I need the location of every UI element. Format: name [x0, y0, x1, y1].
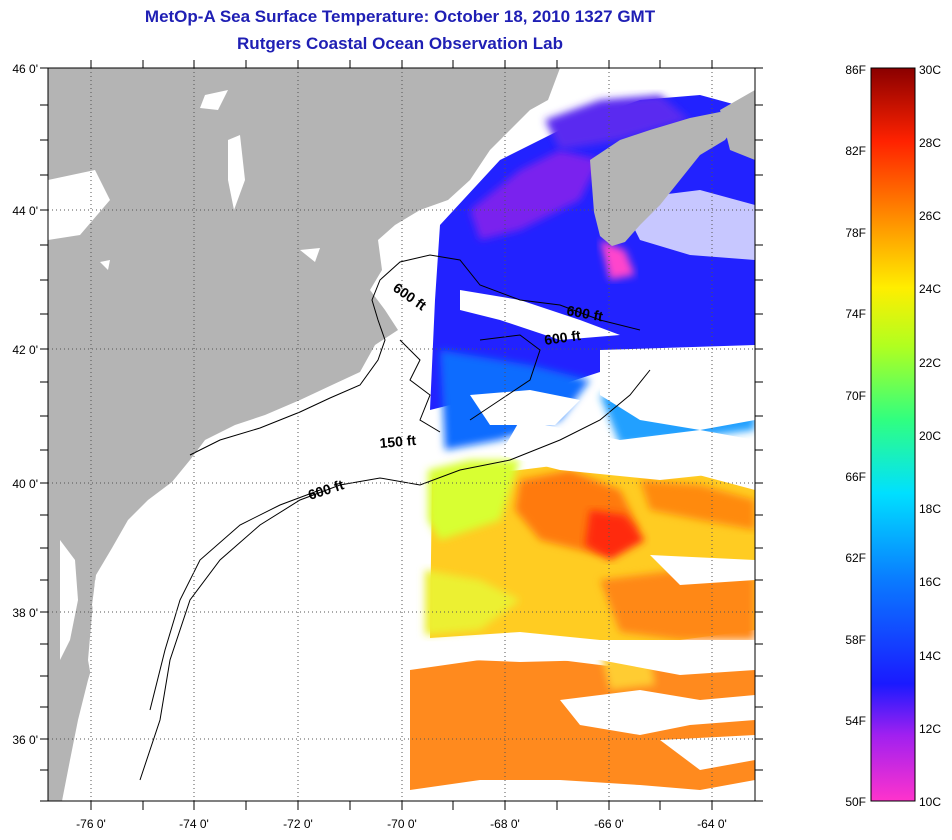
colorbar-label-c: 30C: [919, 63, 941, 77]
colorbar-label-f: 50F: [845, 795, 866, 809]
lon-label: -66 0': [594, 817, 624, 831]
lat-label: 44 0': [12, 204, 38, 218]
map-title: MetOp-A Sea Surface Temperature: October…: [144, 7, 656, 26]
contour-label: 600 ft: [543, 327, 582, 348]
lat-label: 42 0': [12, 343, 38, 357]
colorbar-label-c: 14C: [919, 649, 941, 663]
colorbar-label-f: 82F: [845, 144, 866, 158]
lat-label: 38 0': [12, 606, 38, 620]
colorbar-label-f: 58F: [845, 633, 866, 647]
axis-ticks: [40, 60, 763, 810]
colorbar-label-f: 74F: [845, 307, 866, 321]
land-mass: [48, 68, 755, 801]
colorbar-label-f: 86F: [845, 63, 866, 77]
colorbar-label-f: 54F: [845, 714, 866, 728]
lon-label: -64 0': [697, 817, 727, 831]
lon-label: -76 0': [76, 817, 106, 831]
lon-label: -70 0': [387, 817, 417, 831]
colorbar-label-c: 16C: [919, 575, 941, 589]
colorbar-label-c: 24C: [919, 282, 941, 296]
lon-label: -72 0': [283, 817, 313, 831]
contour-label: 600 ft: [565, 302, 604, 324]
lon-label: -74 0': [179, 817, 209, 831]
lakes: [48, 90, 320, 270]
map-subtitle: Rutgers Coastal Ocean Observation Lab: [237, 34, 563, 53]
bays: [60, 540, 110, 700]
colorbar-label-f: 66F: [845, 470, 866, 484]
colorbar-label-c: 10C: [919, 795, 941, 809]
lon-label: -68 0': [490, 817, 520, 831]
sst-swath-warm: [410, 460, 755, 790]
colorbar-label-f: 62F: [845, 551, 866, 565]
colorbar-label-c: 26C: [919, 209, 941, 223]
lat-label: 40 0': [12, 477, 38, 491]
colorbar-label-c: 12C: [919, 722, 941, 736]
colorbar-label-c: 20C: [919, 429, 941, 443]
colorbar-label-f: 78F: [845, 226, 866, 240]
contour-label: 150 ft: [379, 432, 417, 451]
colorbar: [870, 67, 916, 802]
bathymetry-contours: [139, 254, 651, 781]
lat-label: 46 0': [12, 62, 38, 76]
colorbar-label-c: 28C: [919, 136, 941, 150]
lat-label: 36 0': [12, 733, 38, 747]
colorbar-label-c: 22C: [919, 356, 941, 370]
colorbar-label-f: 70F: [845, 389, 866, 403]
colorbar-label-c: 18C: [919, 502, 941, 516]
